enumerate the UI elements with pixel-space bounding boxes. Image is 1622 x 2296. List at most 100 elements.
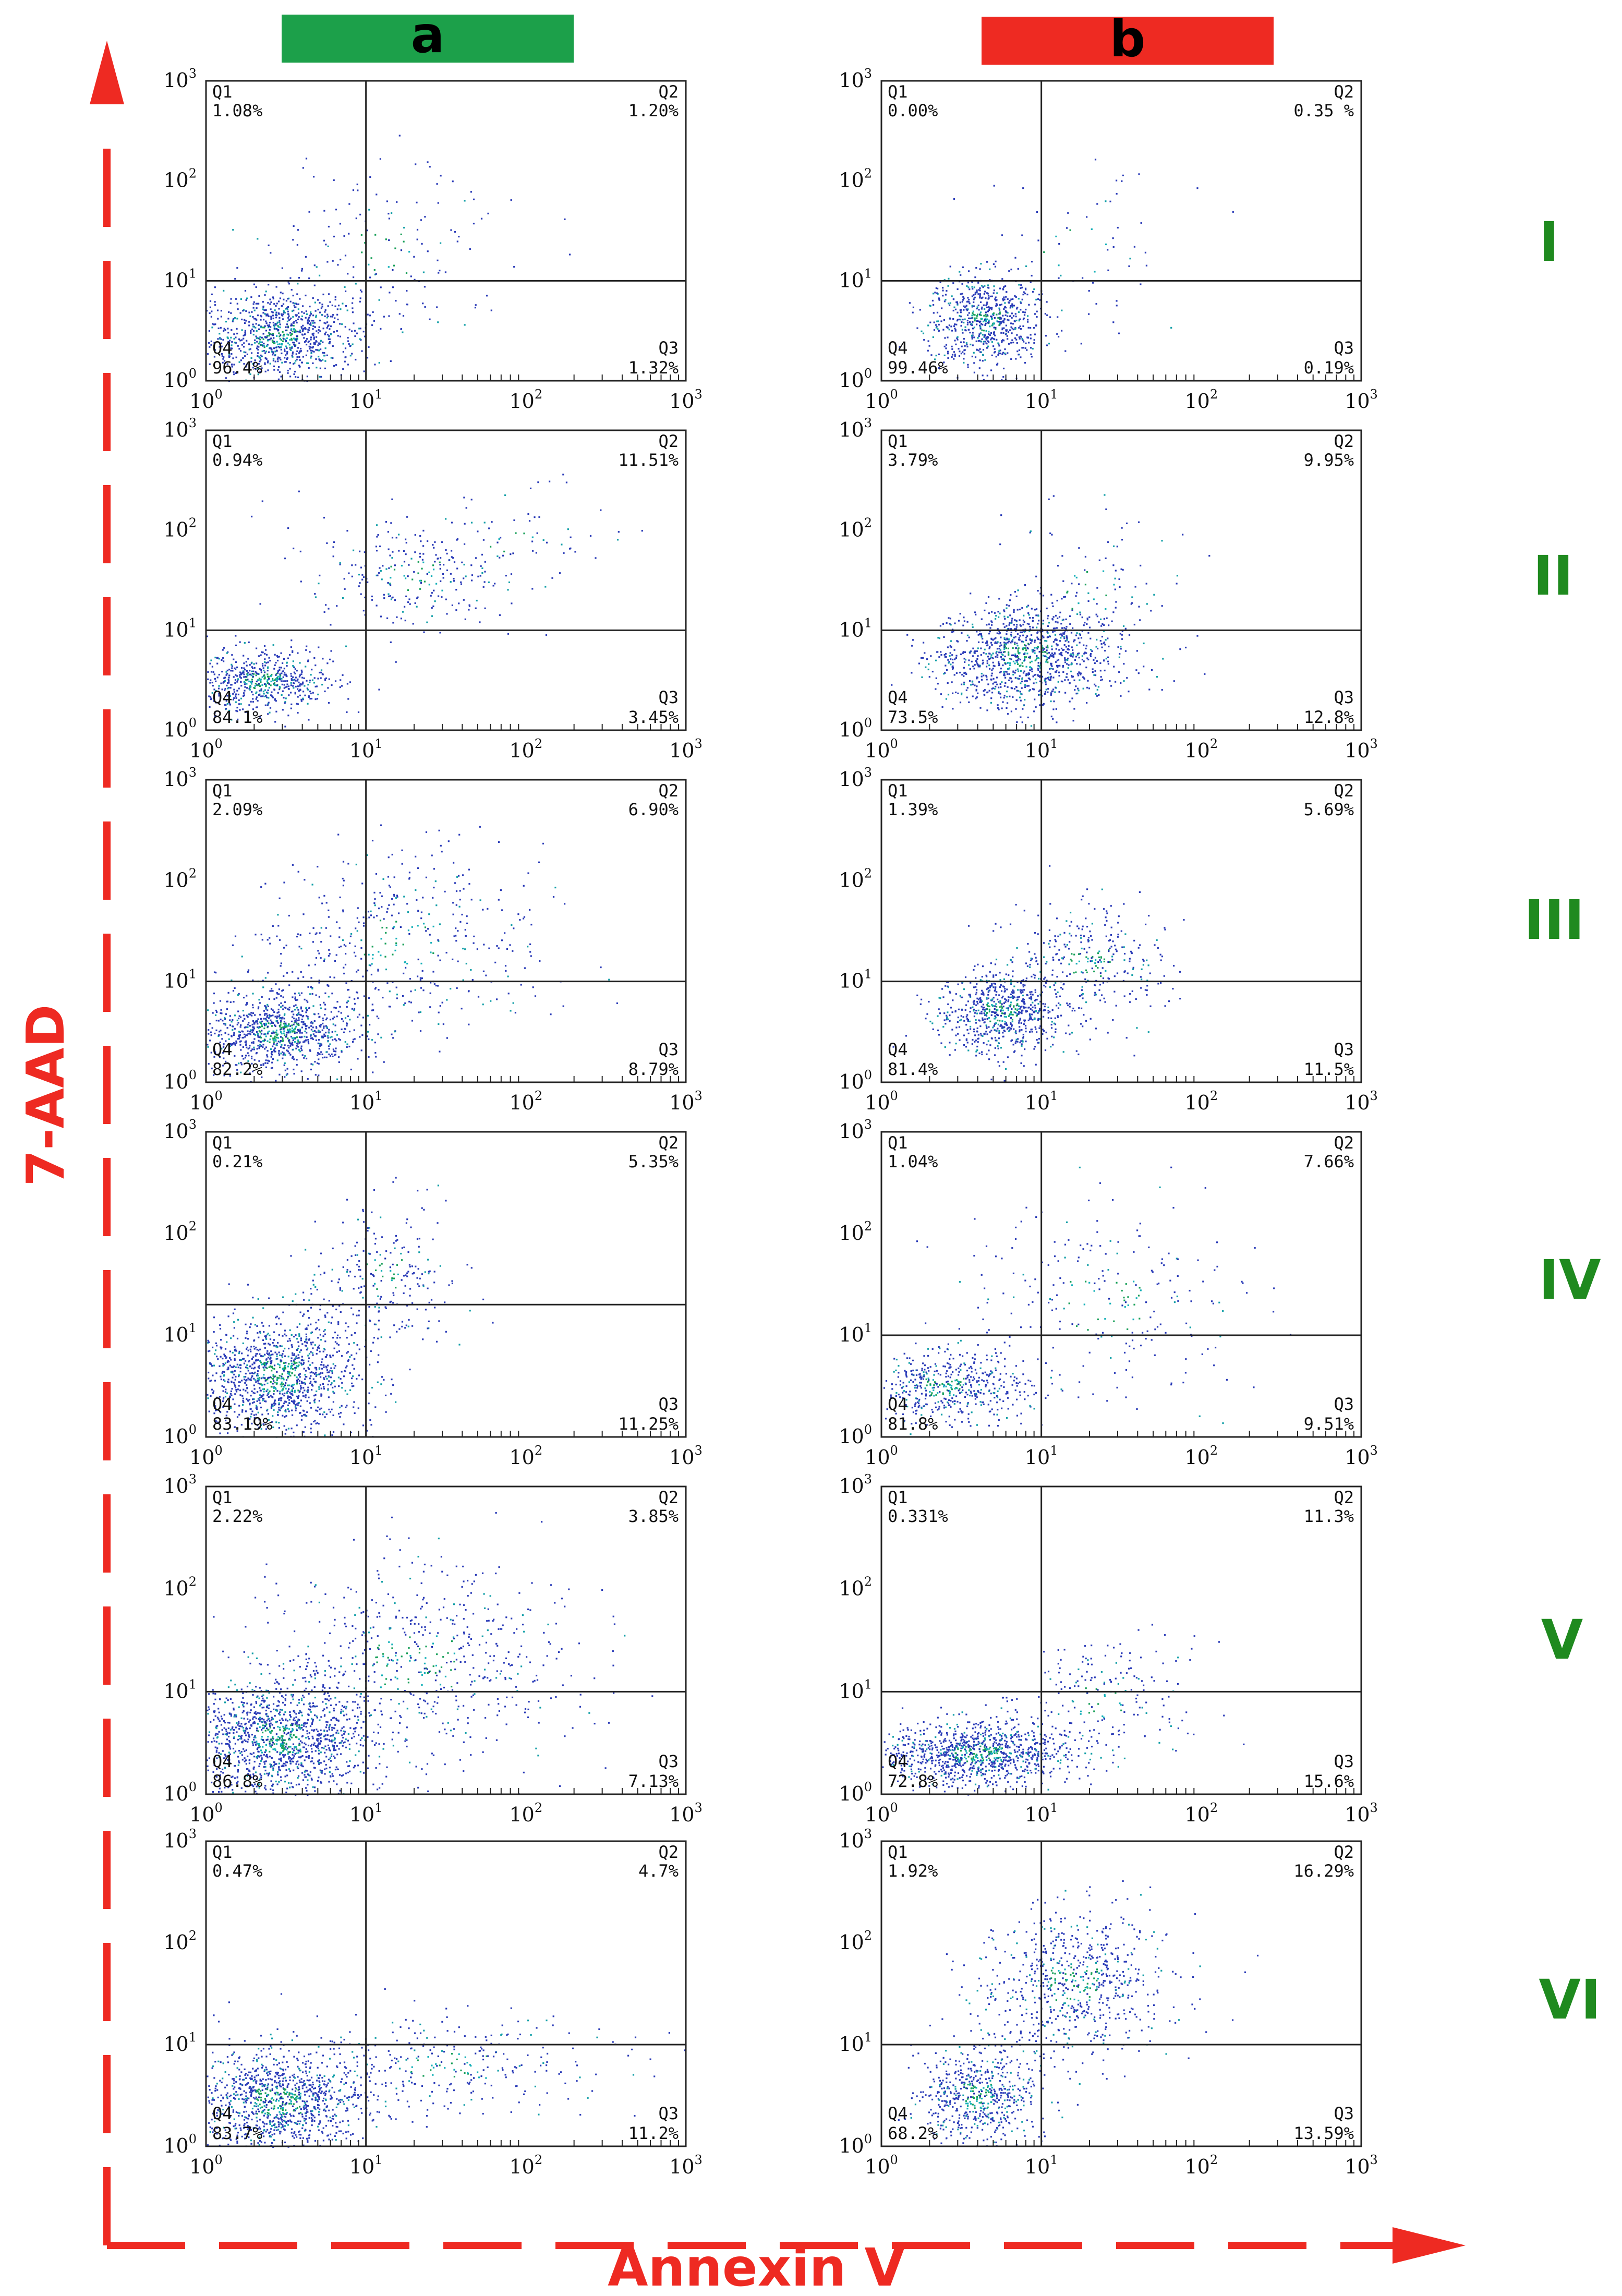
- event-dot: [562, 474, 564, 476]
- event-dot: [262, 667, 264, 669]
- event-dot: [277, 378, 280, 380]
- event-dot: [1022, 647, 1024, 649]
- event-dot: [1054, 634, 1057, 636]
- event-dot: [315, 1039, 318, 1041]
- event-dot: [286, 972, 288, 974]
- event-dot: [1012, 654, 1014, 656]
- event-dot: [263, 349, 265, 352]
- event-dot: [1035, 614, 1037, 617]
- event-dot: [332, 660, 334, 662]
- event-dot: [1061, 635, 1063, 637]
- event-dot: [328, 324, 330, 327]
- event-dot: [263, 1028, 265, 1030]
- event-dot: [1027, 321, 1029, 323]
- event-dot: [1019, 639, 1021, 641]
- event-dot: [1007, 647, 1009, 649]
- event-dot: [227, 687, 229, 690]
- event-dot: [292, 1042, 294, 1044]
- event-dot: [228, 676, 230, 679]
- event-dot: [510, 199, 512, 201]
- event-dot: [425, 831, 428, 833]
- event-dot: [299, 662, 301, 664]
- event-dot: [280, 334, 282, 336]
- event-dot: [989, 630, 991, 633]
- event-dot: [299, 685, 301, 687]
- event-dot: [238, 699, 240, 702]
- event-dot: [1052, 668, 1054, 670]
- event-dot: [1052, 718, 1054, 720]
- event-dot: [259, 1021, 261, 1023]
- event-dot: [288, 297, 290, 299]
- event-dot: [248, 1055, 250, 1057]
- event-dot: [1017, 650, 1019, 652]
- event-dot: [321, 1036, 323, 1038]
- event-dot: [274, 1047, 276, 1049]
- event-dot: [1035, 647, 1037, 649]
- event-dot: [1088, 290, 1090, 292]
- event-dot: [922, 332, 925, 334]
- event-dot: [976, 678, 978, 680]
- event-dot: [301, 1018, 303, 1021]
- event-dot: [296, 1036, 298, 1038]
- event-dot: [302, 681, 304, 683]
- event-dot: [981, 618, 983, 620]
- event-dot: [958, 355, 961, 357]
- event-dot: [243, 655, 245, 657]
- event-dot: [318, 1074, 320, 1077]
- event-dot: [248, 641, 250, 644]
- event-dot: [1059, 664, 1061, 667]
- event-dot: [948, 303, 950, 305]
- event-dot: [1045, 661, 1047, 663]
- event-dot: [1037, 631, 1039, 633]
- event-dot: [236, 328, 238, 330]
- event-dot: [1009, 315, 1011, 318]
- event-dot: [1010, 681, 1013, 683]
- event-dot: [327, 1037, 329, 1039]
- event-dot: [983, 343, 985, 345]
- event-dot: [256, 337, 258, 340]
- event-dot: [302, 1023, 305, 1025]
- event-dot: [287, 334, 289, 336]
- event-dot: [401, 564, 403, 567]
- event-dot: [989, 627, 991, 629]
- event-dot: [1099, 618, 1102, 620]
- event-dot: [997, 611, 999, 613]
- event-dot: [963, 617, 965, 619]
- event-dot: [973, 371, 975, 373]
- event-dot: [301, 268, 303, 270]
- event-dot: [258, 1027, 260, 1029]
- event-dot: [988, 297, 990, 299]
- event-dot: [986, 314, 988, 316]
- event-dot: [1057, 666, 1059, 668]
- event-dot: [948, 329, 950, 331]
- event-dot: [980, 314, 982, 316]
- event-dot: [1027, 716, 1029, 719]
- event-dot: [943, 279, 946, 281]
- event-dot: [414, 602, 416, 604]
- event-dot: [1090, 653, 1092, 655]
- event-dot: [325, 1051, 328, 1053]
- event-dot: [323, 611, 325, 613]
- event-dot: [1003, 352, 1006, 355]
- event-dot: [1000, 321, 1002, 323]
- event-dot: [286, 323, 288, 325]
- event-dot: [260, 1022, 262, 1024]
- event-dot: [268, 325, 270, 328]
- event-dot: [981, 675, 983, 678]
- event-dot: [380, 938, 382, 940]
- event-dot: [1044, 678, 1046, 680]
- event-dot: [970, 343, 972, 346]
- event-dot: [337, 318, 339, 321]
- event-dot: [215, 702, 217, 704]
- event-dot: [492, 585, 494, 587]
- event-dot: [279, 1018, 281, 1020]
- event-dot: [287, 369, 289, 372]
- event-dot: [1052, 627, 1055, 630]
- event-dot: [987, 683, 989, 685]
- event-dot: [217, 702, 220, 704]
- event-dot: [984, 359, 986, 361]
- event-dot: [953, 306, 955, 308]
- event-dot: [328, 678, 330, 680]
- event-dot: [376, 524, 378, 526]
- event-dot: [239, 1026, 241, 1028]
